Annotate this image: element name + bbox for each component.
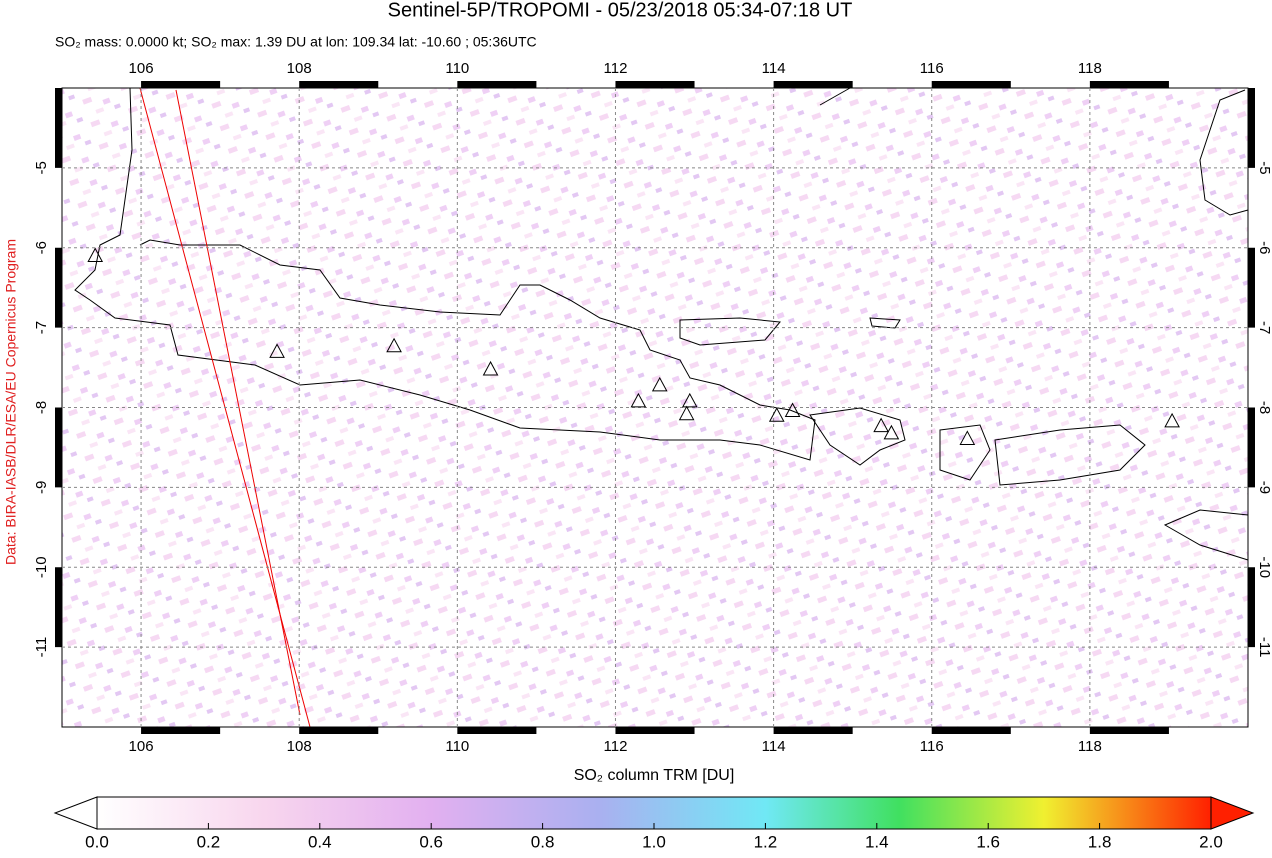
frame-bar xyxy=(55,88,62,168)
colorbar-tick-label: 0.8 xyxy=(531,832,555,851)
swath-edge xyxy=(175,89,301,716)
x-tick-label: 110 xyxy=(445,738,469,755)
frame-bar xyxy=(615,727,695,734)
y-tick-label: -9 xyxy=(33,481,50,494)
frame-bar xyxy=(141,81,221,88)
frame-bar xyxy=(773,727,853,734)
volcano xyxy=(482,360,499,376)
colorbar-label: SO₂ column TRM [DU] xyxy=(574,767,735,784)
volcano xyxy=(678,405,695,421)
volcano xyxy=(87,247,104,263)
colorbar-extend-low xyxy=(53,796,98,830)
colorbar-tick-label: 1.0 xyxy=(642,832,666,851)
coastline xyxy=(869,317,901,329)
frame-bar xyxy=(1089,727,1169,734)
volcano xyxy=(873,417,889,433)
volcano xyxy=(651,376,668,392)
coastline xyxy=(1163,509,1249,561)
frame-bar xyxy=(141,727,221,734)
volcano xyxy=(681,392,698,408)
map-area xyxy=(62,88,1248,727)
x-tick-label: 106 xyxy=(129,738,154,755)
x-tick-label: 116 xyxy=(920,738,944,755)
y-tick-label: -7 xyxy=(33,321,50,334)
frame-bar xyxy=(55,407,62,488)
volcano xyxy=(784,402,801,417)
coastlines xyxy=(74,87,1249,561)
colorbar-tick-label: 0.4 xyxy=(308,832,332,851)
coastline xyxy=(74,87,816,461)
map-background xyxy=(62,88,1248,727)
coastline xyxy=(809,407,906,466)
y-tick-label: -8 xyxy=(33,401,50,414)
volcano xyxy=(1164,412,1180,428)
y-tick-label: -9 xyxy=(1256,481,1272,494)
y-tick-label: -10 xyxy=(33,556,50,578)
frame-bar xyxy=(773,81,853,88)
volcano xyxy=(386,337,402,353)
y-tick-label: -5 xyxy=(33,161,50,174)
colorbar-tick-label: 1.2 xyxy=(754,832,778,851)
volcano xyxy=(959,430,976,445)
y-tick-label: -5 xyxy=(1256,161,1272,174)
x-tick-label: 118 xyxy=(1078,738,1102,755)
frame-bar xyxy=(931,727,1011,734)
frame-bar xyxy=(1248,88,1255,168)
frame-bar xyxy=(55,567,62,648)
x-tick-label: 114 xyxy=(762,738,786,755)
colorbar-tick-label: 2.0 xyxy=(1199,832,1223,851)
frame-bar xyxy=(299,81,379,88)
colorbar-tick-label: 0.6 xyxy=(419,832,443,851)
y-tick-label: -8 xyxy=(1256,401,1272,414)
x-tick-label: 108 xyxy=(287,60,312,77)
volcano xyxy=(768,407,785,422)
frame-bar xyxy=(1248,567,1255,648)
frame-bar xyxy=(1248,247,1255,328)
y-tick-label: -11 xyxy=(1256,637,1272,658)
coastline xyxy=(994,424,1146,486)
frame-bar xyxy=(55,247,62,328)
x-tick-label: 118 xyxy=(1078,60,1102,77)
y-tick-label: -6 xyxy=(33,241,50,254)
x-tick-label: 106 xyxy=(129,60,154,77)
x-tick-label: 114 xyxy=(762,60,786,77)
colorbar-tick-label: 1.6 xyxy=(976,832,1000,851)
frame-bar xyxy=(1089,81,1169,88)
volcano xyxy=(630,392,647,408)
frame-bar xyxy=(615,81,695,88)
y-tick-label: -11 xyxy=(33,637,50,658)
colorbar-tick-label: 1.8 xyxy=(1088,832,1112,851)
frame-bar xyxy=(299,727,379,734)
y-tick-label: -6 xyxy=(1256,241,1272,254)
credit: Data: BIRA-IASB/DLR/ESA/EU Copernicus Pr… xyxy=(3,239,19,565)
coastline xyxy=(679,317,781,346)
subtitle: SO₂ mass: 0.0000 kt; SO₂ max: 1.39 DU at… xyxy=(55,34,537,50)
colorbar-tick-label: 1.4 xyxy=(865,832,889,851)
frame-bar xyxy=(1248,407,1255,488)
frame-bar xyxy=(931,81,1011,88)
colorbar-tick-label: 0.2 xyxy=(197,832,221,851)
title: Sentinel-5P/TROPOMI - 05/23/2018 05:34-0… xyxy=(388,0,853,21)
y-tick-label: -10 xyxy=(1256,556,1272,578)
frame-bar xyxy=(457,727,537,734)
coastline xyxy=(939,424,991,481)
frame-bar xyxy=(457,81,537,88)
x-tick-label: 112 xyxy=(604,738,628,755)
x-tick-label: 112 xyxy=(604,60,628,77)
colorbar-tick-label: 0.0 xyxy=(85,832,109,851)
x-tick-label: 110 xyxy=(445,60,469,77)
volcano xyxy=(269,343,285,358)
coastline xyxy=(819,87,1249,216)
colorbar-extend-high xyxy=(1210,796,1255,830)
volcano xyxy=(883,424,900,440)
x-tick-label: 108 xyxy=(287,738,312,755)
x-tick-label: 116 xyxy=(920,60,944,77)
y-tick-label: -7 xyxy=(1256,321,1272,334)
